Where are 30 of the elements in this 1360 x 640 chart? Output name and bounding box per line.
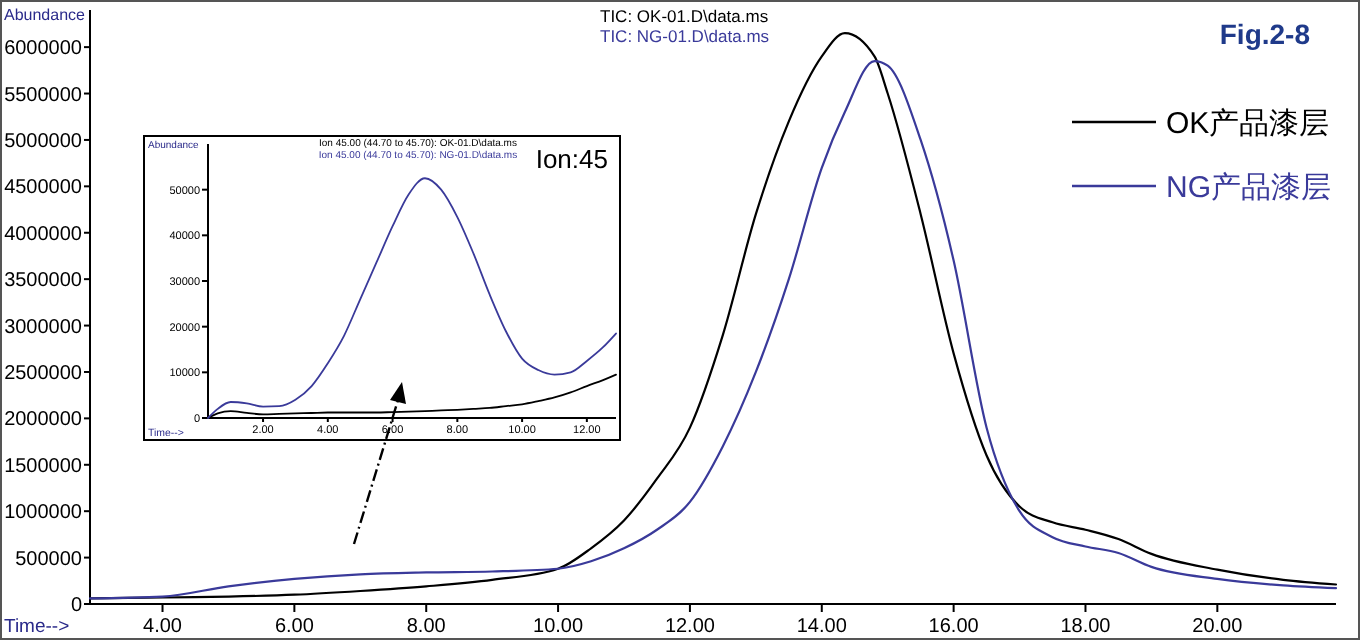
y-tick-label: 2000000	[4, 409, 83, 432]
x-axis-title: Time-->	[4, 616, 71, 638]
annotation: TIC: OK-01.D\data.ms	[600, 6, 769, 26]
y-tick-label: 4500000	[4, 177, 83, 200]
legend-label: OK产品漆层	[1166, 106, 1330, 141]
x-tick-label: 4.00	[143, 616, 183, 638]
y-tick-label: 6000000	[4, 38, 83, 61]
y-tick-label: 1500000	[4, 455, 83, 478]
y-tick-label: 0	[70, 595, 83, 617]
x-tick-label: 6.00	[274, 616, 315, 638]
y-tick-label: 1000000	[4, 502, 83, 525]
x-tick-label: 18.00	[1060, 616, 1112, 638]
x-tick-label: 16.00	[928, 616, 980, 638]
x-tick-label: 14.00	[796, 616, 848, 638]
x-tick-label: 8.00	[406, 616, 447, 638]
y-tick-label: 5000000	[4, 130, 83, 153]
annotation: Ion:45	[535, 144, 608, 174]
y-tick-label: 5500000	[4, 84, 83, 107]
y-tick-label: 500000	[15, 548, 83, 571]
x-tick-label: 20.00	[1192, 616, 1244, 638]
chart-title: Fig.2-8	[1219, 18, 1311, 50]
x-tick-label: 12.00	[664, 616, 716, 638]
x-tick-label: 10.00	[533, 616, 584, 638]
y-tick-label: 2500000	[4, 362, 83, 385]
y-axis-title: Abundance	[4, 6, 87, 24]
y-tick-label: 3000000	[4, 316, 83, 339]
y-tick-label: 4000000	[4, 223, 83, 246]
y-tick-label: 3500000	[4, 270, 83, 293]
legend-label: NG产品漆层	[1166, 170, 1331, 205]
annotation: TIC: NG-01.D\data.ms	[600, 26, 770, 46]
